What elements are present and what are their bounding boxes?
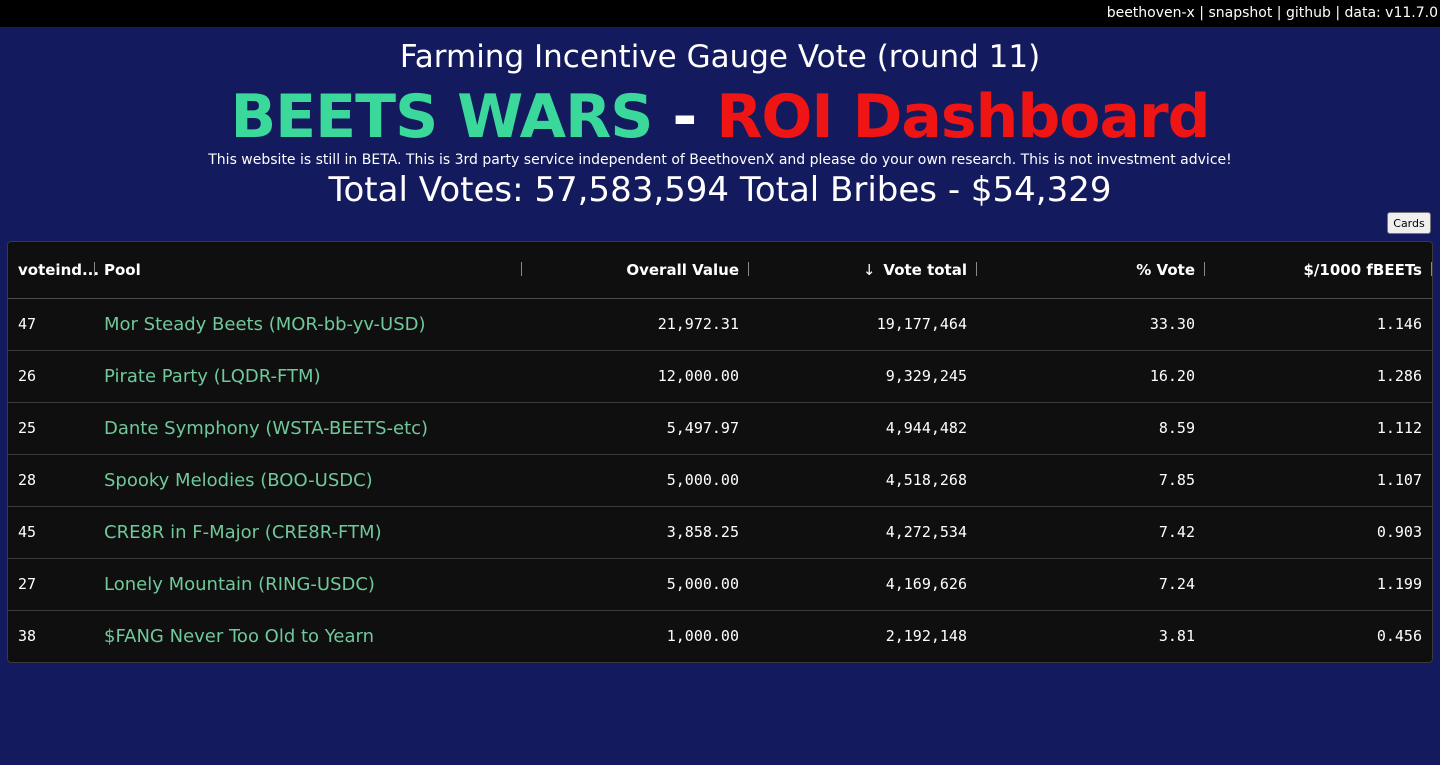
- table-row[interactable]: 27 Lonely Mountain (RING-USDC) 5,000.00 …: [8, 559, 1432, 611]
- cell-per-1000: 0.903: [1376, 523, 1422, 541]
- column-resize-handle[interactable]: [748, 262, 749, 276]
- column-header-overall-value[interactable]: Overall Value: [626, 261, 739, 279]
- column-resize-handle[interactable]: [1204, 262, 1205, 276]
- cell-vote-total: 4,272,534: [885, 523, 967, 541]
- beta-disclaimer: This website is still in BETA. This is 3…: [208, 152, 1232, 168]
- pool-link[interactable]: Mor Steady Beets (MOR-bb-yv-USD): [104, 314, 426, 335]
- column-resize-handle[interactable]: [94, 262, 95, 276]
- cell-overall-value: 1,000.00: [666, 627, 739, 645]
- cell-voteindex: 25: [18, 419, 37, 437]
- grid-header: voteind... Pool Overall Value ↓ Vote tota…: [8, 242, 1432, 299]
- pools-data-grid: voteind... Pool Overall Value ↓ Vote tota…: [7, 241, 1433, 663]
- cell-vote-total: 19,177,464: [876, 315, 967, 333]
- link-github[interactable]: github: [1285, 5, 1331, 21]
- link-snapshot[interactable]: snapshot: [1208, 5, 1273, 21]
- pool-link[interactable]: Dante Symphony (WSTA-BEETS-etc): [104, 418, 429, 439]
- cell-per-1000: 1.286: [1376, 367, 1422, 385]
- cell-per-1000: 1.112: [1376, 419, 1422, 437]
- cell-per-1000: 1.107: [1376, 471, 1422, 489]
- cards-view-button[interactable]: Cards: [1387, 212, 1431, 234]
- cell-pct-vote: 3.81: [1158, 627, 1195, 645]
- link-data-version[interactable]: data: v11.7.0: [1344, 5, 1438, 21]
- cell-per-1000: 1.146: [1376, 315, 1422, 333]
- column-header-vote-total[interactable]: ↓ Vote total: [767, 242, 967, 298]
- cell-overall-value: 5,000.00: [666, 575, 739, 593]
- title-roi-dashboard: ROI Dashboard: [716, 82, 1210, 152]
- page-subtitle: Farming Incentive Gauge Vote (round 11): [399, 39, 1041, 75]
- column-header-pool[interactable]: Pool: [104, 261, 141, 279]
- cell-vote-total: 2,192,148: [885, 627, 967, 645]
- cell-voteindex: 27: [18, 575, 37, 593]
- cell-pct-vote: 8.59: [1158, 419, 1195, 437]
- cell-pct-vote: 7.42: [1158, 523, 1195, 541]
- pool-link[interactable]: CRE8R in F-Major (CRE8R-FTM): [104, 522, 382, 543]
- pool-link[interactable]: Lonely Mountain (RING-USDC): [104, 574, 375, 595]
- link-separator: |: [1335, 5, 1345, 21]
- pool-link[interactable]: Pirate Party (LQDR-FTM): [104, 366, 321, 387]
- column-header-pct-vote[interactable]: % Vote: [1136, 261, 1195, 279]
- cell-pct-vote: 33.30: [1149, 315, 1195, 333]
- pool-link[interactable]: $FANG Never Too Old to Yearn: [104, 626, 374, 647]
- cell-overall-value: 21,972.31: [657, 315, 739, 333]
- cell-per-1000: 1.199: [1376, 575, 1422, 593]
- cell-voteindex: 28: [18, 471, 37, 489]
- cell-per-1000: 0.456: [1376, 627, 1422, 645]
- title-beets-wars: BEETS WARS: [230, 82, 653, 152]
- column-header-voteindex[interactable]: voteind...: [18, 261, 100, 279]
- cell-pct-vote: 7.85: [1158, 471, 1195, 489]
- top-bar: beethoven-x | snapshot | github | data: …: [0, 0, 1440, 27]
- cell-pct-vote: 7.24: [1158, 575, 1195, 593]
- pool-link[interactable]: Spooky Melodies (BOO-USDC): [104, 470, 373, 491]
- cell-overall-value: 3,858.25: [666, 523, 739, 541]
- cell-voteindex: 26: [18, 367, 37, 385]
- cell-vote-total: 4,944,482: [885, 419, 967, 437]
- cell-overall-value: 5,497.97: [666, 419, 739, 437]
- cell-overall-value: 12,000.00: [657, 367, 739, 385]
- column-resize-handle[interactable]: [1431, 262, 1432, 276]
- table-row[interactable]: 26 Pirate Party (LQDR-FTM) 12,000.00 9,3…: [8, 351, 1432, 403]
- cell-voteindex: 45: [18, 523, 37, 541]
- table-row[interactable]: 28 Spooky Melodies (BOO-USDC) 5,000.00 4…: [8, 455, 1432, 507]
- cell-vote-total: 4,518,268: [885, 471, 967, 489]
- cell-pct-vote: 16.20: [1149, 367, 1195, 385]
- link-separator: |: [1199, 5, 1209, 21]
- cell-overall-value: 5,000.00: [666, 471, 739, 489]
- column-resize-handle[interactable]: [521, 262, 522, 276]
- table-row[interactable]: 47 Mor Steady Beets (MOR-bb-yv-USD) 21,9…: [8, 299, 1432, 351]
- top-links: beethoven-x | snapshot | github | data: …: [1107, 5, 1438, 21]
- arrow-down-icon: ↓: [862, 261, 876, 279]
- page-title: BEETS WARS - ROI Dashboard: [0, 82, 1440, 152]
- table-row[interactable]: 45 CRE8R in F-Major (CRE8R-FTM) 3,858.25…: [8, 507, 1432, 559]
- table-row[interactable]: 38 $FANG Never Too Old to Yearn 1,000.00…: [8, 611, 1432, 662]
- link-separator: |: [1276, 5, 1286, 21]
- title-dash: -: [672, 82, 697, 152]
- cell-voteindex: 47: [18, 315, 37, 333]
- column-header-per-1000-fbeets[interactable]: $/1000 fBEETs: [1303, 261, 1422, 279]
- link-beethoven-x[interactable]: beethoven-x: [1106, 5, 1195, 21]
- column-header-vote-total-label: Vote total: [883, 261, 967, 279]
- cell-vote-total: 4,169,626: [885, 575, 967, 593]
- table-row[interactable]: 25 Dante Symphony (WSTA-BEETS-etc) 5,497…: [8, 403, 1432, 455]
- column-resize-handle[interactable]: [976, 262, 977, 276]
- cell-vote-total: 9,329,245: [885, 367, 967, 385]
- cell-voteindex: 38: [18, 627, 37, 645]
- totals-summary: Total Votes: 57,583,594 Total Bribes - $…: [328, 170, 1112, 210]
